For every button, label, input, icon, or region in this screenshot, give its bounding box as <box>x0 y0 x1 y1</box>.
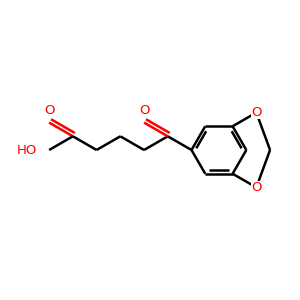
Text: O: O <box>251 106 262 119</box>
Text: O: O <box>44 104 54 117</box>
Text: O: O <box>139 104 149 117</box>
Text: HO: HO <box>17 143 37 157</box>
Text: O: O <box>251 181 262 194</box>
